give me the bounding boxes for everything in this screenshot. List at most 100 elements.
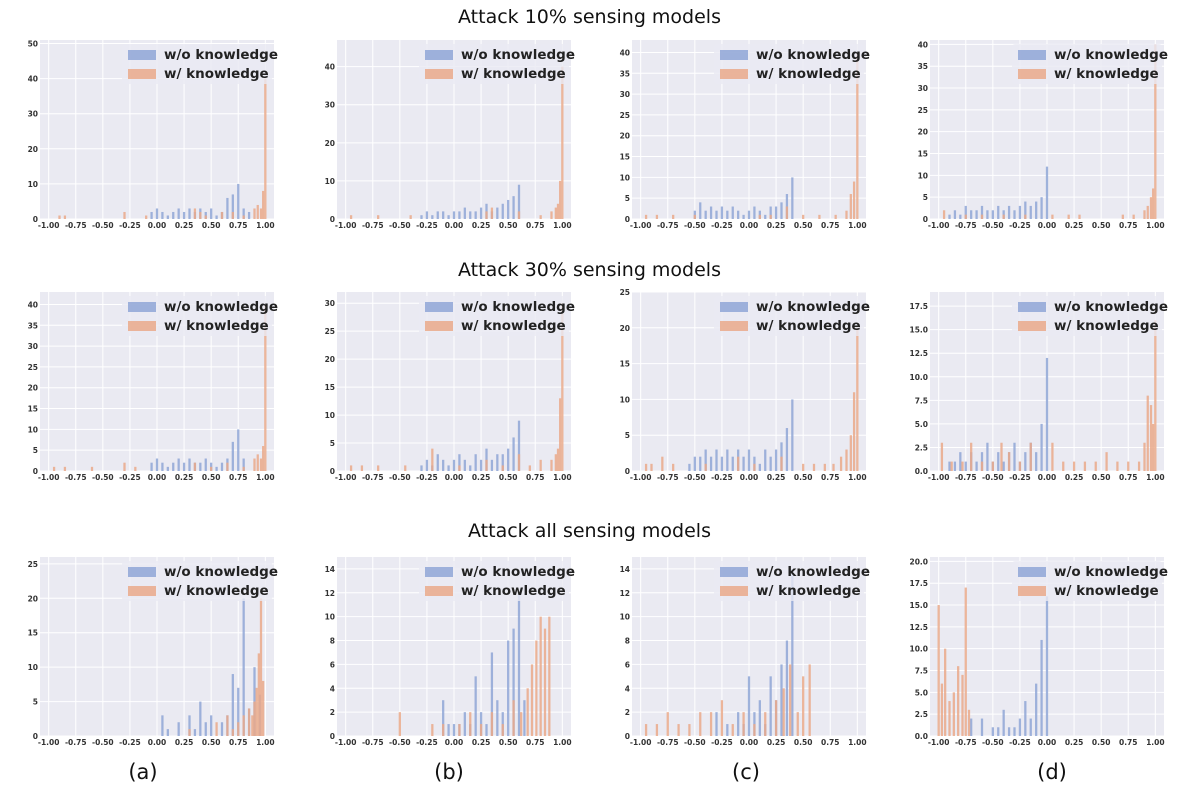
bar-without-knowledge (469, 465, 472, 471)
bar-without-knowledge (150, 462, 153, 471)
bar-without-knowledge (517, 184, 521, 219)
bar-with-knowledge (259, 208, 263, 219)
bar-without-knowledge (737, 712, 740, 736)
bar-without-knowledge (1024, 201, 1027, 219)
x-tick-label: 0.00 (740, 738, 759, 747)
bar-without-knowledge (215, 466, 218, 471)
x-tick-label: -0.75 (362, 738, 384, 747)
bar-with-knowledge (796, 712, 799, 736)
x-tick-label: 1.00 (848, 221, 867, 230)
column-label-a: (a) (128, 760, 158, 784)
legend-swatch-without (1018, 567, 1046, 577)
bar-without-knowledge (442, 700, 445, 736)
legend-label-without: w/o knowledge (756, 564, 870, 580)
y-tick-label: 15 (28, 405, 38, 414)
legend-box (419, 44, 569, 84)
x-tick-label: 1.00 (1146, 221, 1165, 230)
bar-without-knowledge (747, 210, 751, 219)
legend-label-without: w/o knowledge (164, 47, 278, 63)
legend-swatch-without (128, 567, 156, 577)
bar-with-knowledge (145, 215, 148, 219)
x-tick-label: 0.00 (1038, 473, 1057, 482)
y-tick-label: 20 (28, 594, 38, 603)
bar-without-knowledge (474, 454, 477, 471)
bar-with-knowledge (548, 616, 551, 736)
column-label-c: (c) (732, 760, 760, 784)
x-tick-label: 1.00 (256, 221, 275, 230)
bar-without-knowledge (758, 700, 761, 736)
y-tick-label: 20 (620, 324, 630, 333)
legend-swatch-without (425, 50, 453, 60)
bar-with-knowledge (242, 215, 245, 219)
bar-with-knowledge (349, 215, 353, 219)
y-tick-label: 25 (620, 288, 630, 297)
bar-without-knowledge (731, 456, 734, 471)
bar-with-knowledge (220, 211, 224, 219)
bar-without-knowledge (237, 183, 240, 219)
bar-without-knowledge (991, 727, 994, 736)
bar-with-knowledge (845, 210, 848, 219)
bar-with-knowledge (731, 724, 734, 736)
y-tick-label: 4 (625, 684, 630, 693)
y-tick-label: 14 (325, 565, 335, 574)
y-tick-label: 0 (33, 467, 38, 476)
x-tick-label: 1.00 (848, 738, 867, 747)
bar-without-knowledge (726, 210, 729, 219)
legend-label-with: w/ knowledge (1054, 66, 1159, 82)
bar-with-knowledge (63, 466, 67, 471)
y-tick-label: 6 (625, 660, 630, 669)
x-tick-label: 0.00 (148, 473, 167, 482)
bar-with-knowledge (753, 463, 756, 471)
bar-with-knowledge (134, 466, 137, 471)
bar-without-knowledge (997, 205, 1000, 219)
bar-with-knowledge (849, 435, 852, 471)
x-tick-label: 0.50 (794, 738, 813, 747)
y-tick-label: 5 (923, 193, 928, 202)
legend-box (419, 561, 569, 601)
bar-without-knowledge (161, 462, 164, 471)
bar-without-knowledge (975, 210, 978, 219)
bar-without-knowledge (469, 211, 472, 219)
legend-swatch-with (720, 321, 748, 331)
bar-with-knowledge (262, 446, 265, 471)
x-tick-label: -1.00 (335, 473, 357, 482)
legend-swatch-without (425, 567, 453, 577)
bar-with-knowledge (58, 215, 61, 219)
bar-without-knowledge (986, 442, 989, 471)
legend-label-without: w/o knowledge (461, 299, 575, 315)
bar-with-knowledge (991, 461, 994, 471)
y-tick-label: 15 (28, 629, 38, 638)
bar-with-knowledge (937, 605, 940, 736)
bar-without-knowledge (986, 210, 989, 219)
bar-with-knowledge (1127, 461, 1130, 471)
bar-without-knowledge (715, 210, 718, 219)
bar-with-knowledge (123, 211, 126, 219)
legend-label-without: w/o knowledge (756, 47, 870, 63)
x-tick-label: -1.00 (38, 221, 60, 230)
x-tick-label: 0.25 (767, 738, 786, 747)
y-tick-label: 15 (918, 150, 928, 159)
bar-without-knowledge (204, 722, 207, 736)
y-tick-label: 15.0 (909, 601, 928, 610)
bar-with-knowledge (512, 700, 515, 736)
histogram-panel-1-3: -1.00 -0.75 -0.50 -0.25 0.00 0.25 0.50 0.75 1.00… (909, 292, 1168, 482)
y-tick-label: 25 (620, 111, 630, 120)
bar-without-knowledge (231, 441, 234, 471)
bar-with-knowledge (188, 729, 191, 736)
x-tick-label: 0.50 (202, 473, 221, 482)
legend-swatch-without (720, 567, 748, 577)
bar-with-knowledge (644, 463, 648, 471)
legend-swatch-with (1018, 69, 1046, 79)
bar-with-knowledge (785, 206, 789, 219)
x-tick-label: -0.25 (711, 738, 733, 747)
bar-without-knowledge (769, 456, 772, 471)
bar-with-knowledge (1146, 205, 1149, 219)
bar-without-knowledge (726, 449, 729, 471)
bar-without-knowledge (523, 700, 526, 736)
x-tick-label: -0.25 (1009, 221, 1031, 230)
bar-without-knowledge (199, 701, 202, 736)
bar-without-knowledge (177, 208, 180, 219)
x-tick-label: 0.75 (526, 221, 545, 230)
y-tick-label: 20 (325, 139, 335, 148)
x-tick-label: -0.50 (684, 473, 706, 482)
